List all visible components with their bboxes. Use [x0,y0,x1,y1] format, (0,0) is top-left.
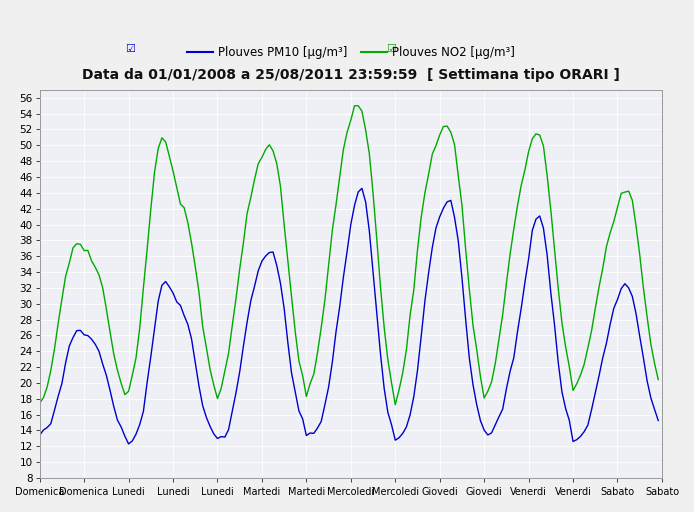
Plouves NO2 [μg/m³] [391,401,400,408]
Plouves PM10 [μg/m³] [217,434,226,440]
Text: ☑: ☑ [125,44,135,54]
Plouves PM10 [μg/m³] [124,441,133,447]
Plouves PM10 [μg/m³] [654,417,662,423]
Plouves NO2 [μg/m³] [406,312,414,318]
Plouves NO2 [μg/m³] [536,132,544,138]
Text: ☑: ☑ [387,44,396,54]
Plouves PM10 [μg/m³] [536,213,544,219]
Plouves NO2 [μg/m³] [35,400,44,406]
Plouves NO2 [μg/m³] [354,103,362,109]
Plouves NO2 [μg/m³] [213,395,221,401]
Plouves PM10 [μg/m³] [395,435,403,441]
Plouves PM10 [μg/m³] [358,185,366,191]
Plouves PM10 [μg/m³] [406,412,414,418]
Line: Plouves PM10 [μg/m³]: Plouves PM10 [μg/m³] [40,188,658,444]
Legend: Plouves PM10 [μg/m³], Plouves NO2 [μg/m³]: Plouves PM10 [μg/m³], Plouves NO2 [μg/m³… [183,41,519,64]
Plouves NO2 [μg/m³] [146,206,155,212]
Plouves NO2 [μg/m³] [246,195,255,201]
Plouves NO2 [μg/m³] [395,387,403,393]
Plouves PM10 [μg/m³] [151,326,159,332]
Plouves NO2 [μg/m³] [654,376,662,382]
Title: Data da 01/01/2008 a 25/08/2011 23:59:59  [ Settimana tipo ORARI ]: Data da 01/01/2008 a 25/08/2011 23:59:59… [82,68,620,82]
Plouves PM10 [μg/m³] [251,283,259,289]
Plouves PM10 [μg/m³] [35,432,44,438]
Line: Plouves NO2 [μg/m³]: Plouves NO2 [μg/m³] [40,106,658,404]
